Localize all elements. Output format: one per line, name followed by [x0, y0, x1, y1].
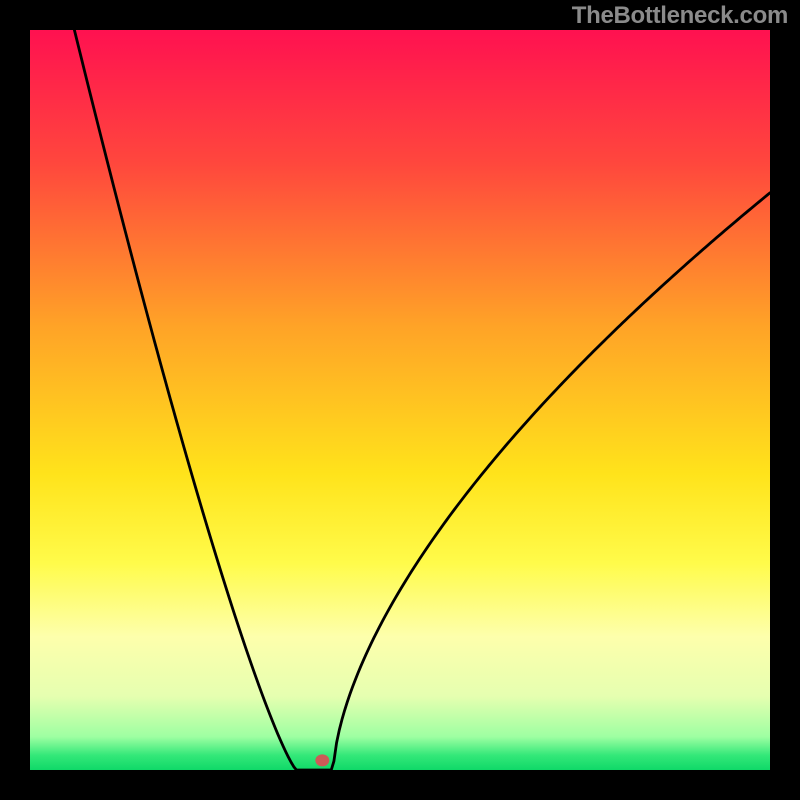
- plot-area: [30, 30, 770, 770]
- chart-frame: TheBottleneck.com: [0, 0, 800, 800]
- valley-marker: [315, 754, 329, 766]
- plot-svg: [30, 30, 770, 770]
- watermark-text: TheBottleneck.com: [572, 2, 788, 30]
- gradient-background: [30, 30, 770, 770]
